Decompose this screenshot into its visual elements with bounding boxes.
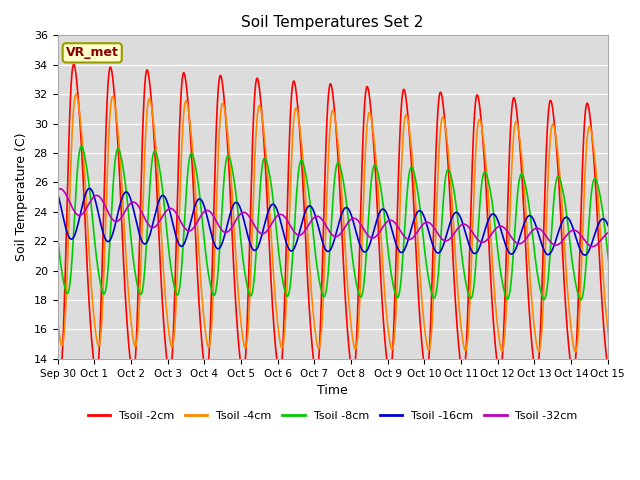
Tsoil -4cm: [260, 131, 268, 137]
Tsoil -32cm: [54, 187, 61, 193]
Tsoil -4cm: [445, 160, 453, 166]
Tsoil -4cm: [54, 316, 61, 322]
Tsoil -32cm: [260, 230, 268, 236]
Tsoil -8cm: [124, 197, 131, 203]
Tsoil -32cm: [231, 219, 239, 225]
Tsoil -8cm: [413, 180, 420, 186]
Tsoil -8cm: [614, 298, 621, 303]
Tsoil -16cm: [413, 211, 420, 217]
X-axis label: Time: Time: [317, 384, 348, 397]
Tsoil -2cm: [124, 332, 132, 337]
Tsoil -4cm: [124, 272, 131, 278]
Tsoil -8cm: [445, 168, 453, 174]
Tsoil -4cm: [413, 212, 420, 218]
Tsoil -16cm: [618, 253, 625, 259]
Tsoil -2cm: [56, 372, 63, 378]
Tsoil -32cm: [413, 230, 420, 236]
Tsoil -2cm: [70, 61, 77, 67]
Tsoil -32cm: [282, 216, 290, 222]
Line: Tsoil -32cm: Tsoil -32cm: [58, 189, 640, 248]
Title: Soil Temperatures Set 2: Soil Temperatures Set 2: [241, 15, 424, 30]
Line: Tsoil -4cm: Tsoil -4cm: [58, 94, 640, 352]
Line: Tsoil -2cm: Tsoil -2cm: [58, 64, 640, 375]
Tsoil -2cm: [446, 195, 454, 201]
Tsoil -2cm: [232, 302, 239, 308]
Tsoil -16cm: [260, 223, 268, 229]
Tsoil -8cm: [54, 232, 61, 238]
Tsoil -2cm: [413, 270, 421, 276]
Tsoil -8cm: [260, 156, 268, 161]
Tsoil -32cm: [56, 186, 63, 192]
Line: Tsoil -16cm: Tsoil -16cm: [58, 189, 640, 256]
Tsoil -32cm: [124, 205, 131, 211]
Tsoil -8cm: [231, 184, 239, 190]
Text: VR_met: VR_met: [66, 47, 118, 60]
Tsoil -8cm: [282, 292, 290, 298]
Tsoil -16cm: [231, 200, 239, 206]
Tsoil -4cm: [282, 300, 290, 305]
Legend: Tsoil -2cm, Tsoil -4cm, Tsoil -8cm, Tsoil -16cm, Tsoil -32cm: Tsoil -2cm, Tsoil -4cm, Tsoil -8cm, Tsoi…: [83, 407, 582, 425]
Tsoil -16cm: [54, 190, 61, 196]
Line: Tsoil -8cm: Tsoil -8cm: [58, 146, 640, 300]
Tsoil -32cm: [445, 237, 453, 242]
Tsoil -2cm: [54, 363, 61, 369]
Tsoil -4cm: [231, 240, 239, 246]
Tsoil -16cm: [445, 223, 453, 228]
Tsoil -4cm: [72, 91, 80, 97]
Tsoil -32cm: [625, 245, 633, 251]
Tsoil -16cm: [86, 186, 93, 192]
Tsoil -4cm: [609, 349, 616, 355]
Tsoil -2cm: [284, 214, 291, 220]
Tsoil -16cm: [282, 240, 290, 246]
Y-axis label: Soil Temperature (C): Soil Temperature (C): [15, 133, 28, 262]
Tsoil -2cm: [261, 154, 269, 159]
Tsoil -8cm: [77, 144, 85, 149]
Tsoil -16cm: [124, 190, 131, 195]
